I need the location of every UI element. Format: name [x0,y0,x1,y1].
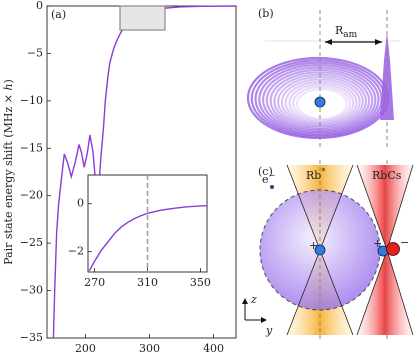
orbital-ring [261,66,377,134]
y-axis-label-part: h [2,83,15,90]
atom [314,96,326,108]
x-tick-label: 350 [190,276,211,289]
orbital-ring [288,83,355,124]
sep-label: Ram [335,24,358,40]
atom [314,244,326,256]
orbital-ring [292,85,352,122]
orbital-ring [280,78,361,126]
atom-label-sup: * [321,167,325,176]
y-tick-label: −30 [20,284,43,297]
y-tick-label: −5 [27,46,43,59]
y-tick-label: 0 [36,0,43,12]
arrow-head [325,39,382,45]
orbital-ring [258,64,380,135]
axes-arrows [244,302,263,321]
y-tick-label: −10 [20,94,43,107]
atom-label: Rb* [306,167,325,182]
axis-name: z [250,293,257,306]
sep-label-main: R [335,24,344,37]
y-tick-label: 0 [77,197,84,210]
electron-sup: − [269,171,276,180]
y-axis-label-part: Pair state energy shift (MHz × [2,91,15,265]
data-line [88,204,207,272]
atom-label: RbCs [372,169,402,182]
orbital-ring [277,75,364,128]
x-tick-label: 270 [84,276,105,289]
y-tick-label: −35 [20,331,43,344]
x-tick-label: 400 [203,342,224,355]
electron-label: e− [262,171,275,186]
axis-name: y [265,324,273,337]
electron [270,185,274,189]
zoom-box [119,5,166,31]
charge: + [309,239,318,252]
tweezer [357,165,413,335]
atom-label-main: Rb [306,169,321,182]
y-tick-label: −2 [68,245,84,258]
sep-label-sub: am [343,30,357,40]
y-tick-label: −25 [20,236,43,249]
orbital-ring [295,87,349,121]
y-tick-label: −20 [20,189,43,202]
charge: + [373,237,382,250]
x-tick-label: 300 [139,342,160,355]
x-tick-label: 200 [75,342,96,355]
y-axis-label-part: ) [2,79,15,83]
y-axis-label: Pair state energy shift (MHz × h) [2,79,15,265]
panel-label: (c) [258,165,273,178]
x-tick-label: 310 [137,276,158,289]
atom [386,242,400,256]
panel-label: (b) [258,7,274,20]
y-tick-label: −15 [20,141,43,154]
orbital-ring [284,80,358,125]
panel-label: (a) [51,8,66,21]
plot-frame [46,5,237,339]
charge: − [400,236,409,249]
electron-main: e [262,173,269,186]
arrow-head [242,298,267,323]
